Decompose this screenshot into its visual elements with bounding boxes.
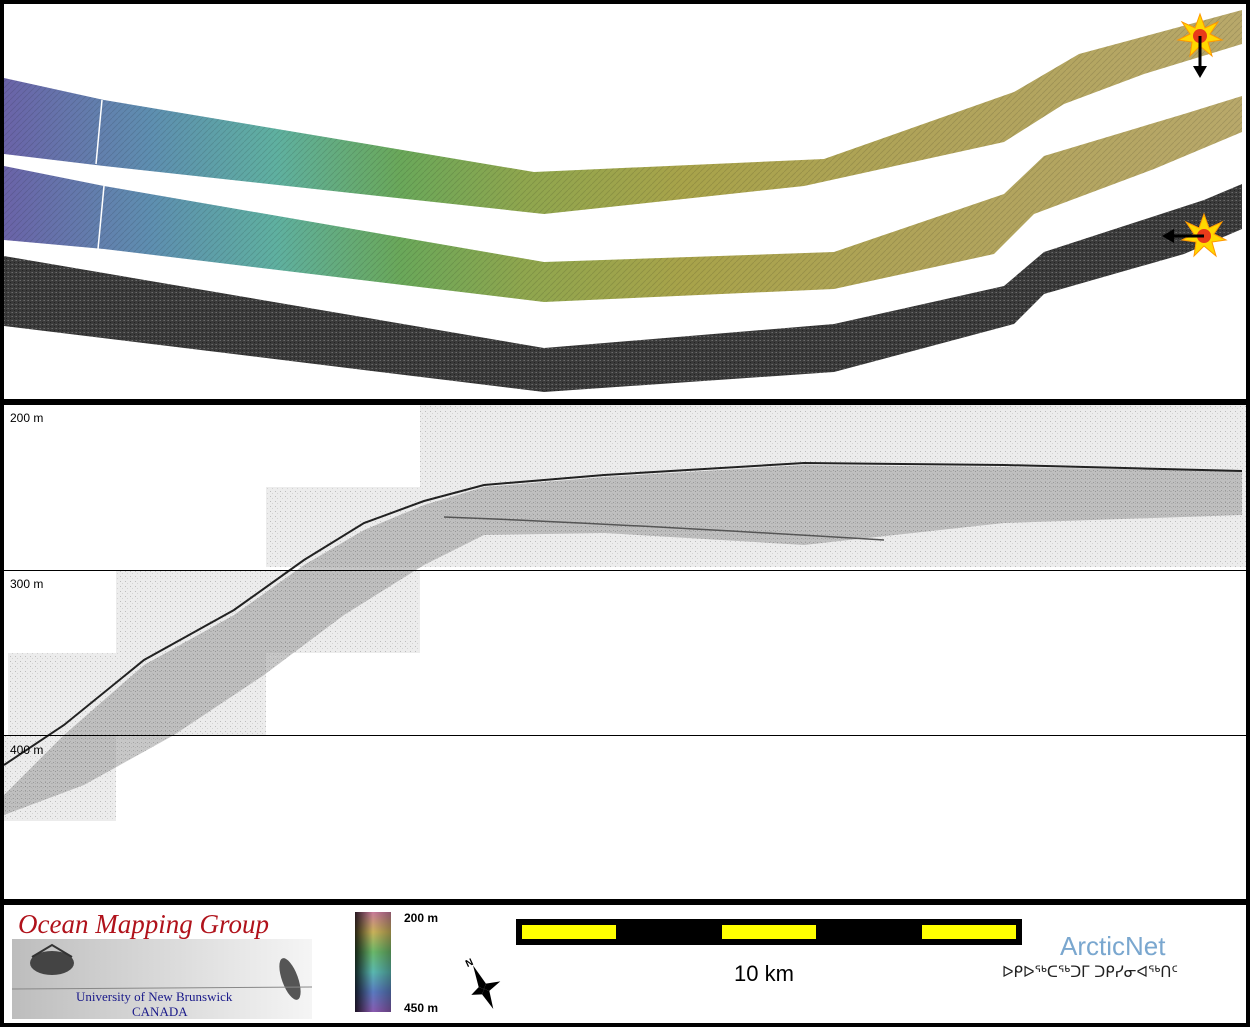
seafloor-reflector: [4, 461, 1243, 766]
scale-bar: [516, 919, 1022, 945]
legend-bottom-label: 450 m: [404, 1001, 439, 1015]
depth-label-300: 300 m: [10, 577, 44, 591]
north-arrow-icon: [471, 965, 501, 1009]
arcticnet-logo[interactable]: ArcticNet ᐅᑭᐅᖅᑕᖅᑐᒥ ᑐᑭᓯᓂᐊᖅᑎᑦ: [994, 905, 1244, 1023]
footer-panel: Ocean Mapping Group University of New Br…: [4, 905, 1246, 1023]
starburst-icon[interactable]: [1176, 12, 1224, 78]
omg-logo-graphic: [12, 939, 312, 1019]
arcticnet-syllabics: ᐅᑭᐅᖅᑕᖅᑐᒥ ᑐᑭᓯᓂᐊᖅᑎᑦ: [1002, 963, 1178, 981]
depth-gridline-300: [4, 570, 1246, 571]
backscatter-strip: [4, 184, 1242, 392]
swath-map: [4, 10, 1242, 392]
depth-gridline-400: [4, 735, 1246, 736]
starburst-icon[interactable]: [1162, 212, 1228, 258]
depth-label-200: 200 m: [10, 411, 44, 425]
swath-map-panel[interactable]: [4, 4, 1246, 399]
legend-top-label: 200 m: [404, 911, 439, 925]
omg-logo[interactable]: Ocean Mapping Group University of New Br…: [4, 905, 314, 1023]
subbottom-profile-panel[interactable]: 200 m 300 m 400 m: [4, 405, 1246, 899]
seismic-profile: [4, 405, 1246, 821]
arcticnet-name: ArcticNet: [1060, 931, 1166, 961]
omg-title: Ocean Mapping Group: [18, 909, 269, 939]
omg-country: CANADA: [132, 1004, 188, 1019]
depth-label-400: 400 m: [10, 743, 44, 757]
omg-institution: University of New Brunswick: [76, 989, 233, 1004]
scale-bar-label: 10 km: [734, 961, 794, 986]
depth-colormap-legend: [355, 912, 391, 1012]
